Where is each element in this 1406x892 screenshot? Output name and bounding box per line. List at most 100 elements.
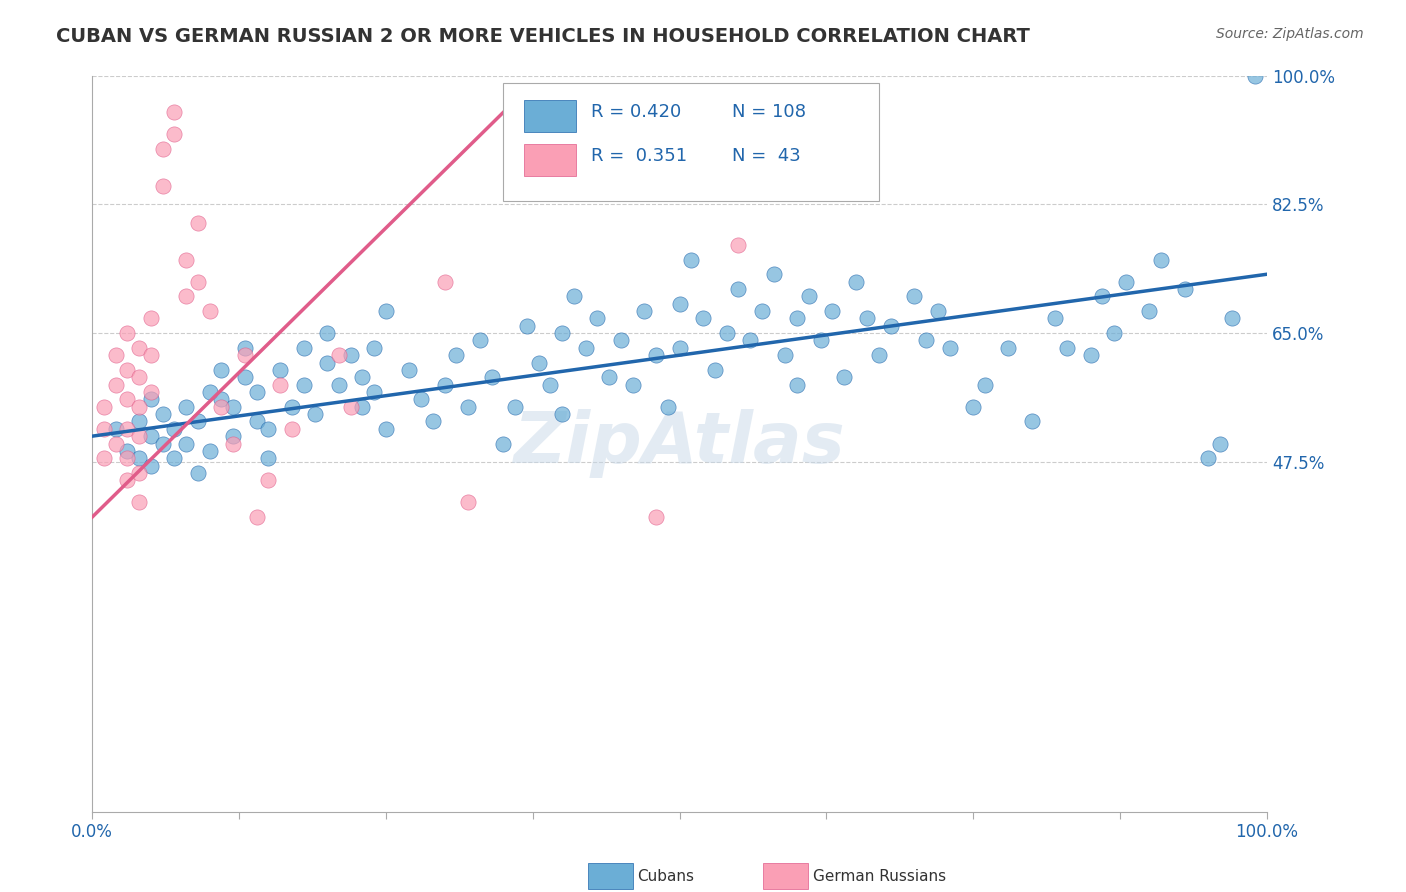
Point xyxy=(446,348,468,362)
Point xyxy=(292,341,315,355)
Text: German Russians: German Russians xyxy=(813,869,946,884)
Point xyxy=(174,289,197,303)
Point xyxy=(233,348,256,362)
Point xyxy=(574,341,596,355)
Point xyxy=(1080,348,1102,362)
Point xyxy=(1091,289,1114,303)
Point xyxy=(503,400,526,414)
Point xyxy=(668,341,690,355)
Point xyxy=(1115,275,1137,289)
Point xyxy=(868,348,890,362)
Point xyxy=(269,363,291,377)
Point xyxy=(1197,451,1219,466)
Point xyxy=(257,422,280,436)
FancyBboxPatch shape xyxy=(503,83,879,201)
Point xyxy=(903,289,925,303)
Point xyxy=(1244,69,1267,83)
Point xyxy=(222,400,245,414)
Point xyxy=(139,384,162,399)
Point xyxy=(104,436,127,450)
Point xyxy=(810,334,832,348)
Point xyxy=(1102,326,1125,340)
Point xyxy=(128,400,150,414)
Point xyxy=(598,370,620,384)
Point xyxy=(328,348,350,362)
Point xyxy=(292,377,315,392)
Point xyxy=(633,304,655,318)
Point xyxy=(222,429,245,443)
Point xyxy=(880,318,903,333)
Point xyxy=(139,311,162,326)
Point xyxy=(610,334,633,348)
Point xyxy=(328,377,350,392)
Point xyxy=(821,304,844,318)
Point xyxy=(1174,282,1197,296)
Point xyxy=(246,510,269,524)
Point xyxy=(128,370,150,384)
Point xyxy=(738,334,761,348)
Point xyxy=(128,414,150,428)
Point xyxy=(1139,304,1161,318)
Point xyxy=(128,451,150,466)
Point xyxy=(163,105,186,120)
Point xyxy=(1209,436,1232,450)
Point xyxy=(352,400,374,414)
Point xyxy=(104,377,127,392)
Point xyxy=(152,142,174,156)
Text: Cubans: Cubans xyxy=(637,869,695,884)
Point xyxy=(845,275,868,289)
Point xyxy=(281,400,304,414)
Point xyxy=(198,384,221,399)
Point xyxy=(621,377,644,392)
Point xyxy=(727,237,749,252)
Point xyxy=(551,326,574,340)
Point xyxy=(198,304,221,318)
Point xyxy=(927,304,949,318)
Point xyxy=(422,414,444,428)
Point xyxy=(775,348,797,362)
Point xyxy=(586,311,609,326)
Point xyxy=(128,495,150,509)
Text: CUBAN VS GERMAN RUSSIAN 2 OR MORE VEHICLES IN HOUSEHOLD CORRELATION CHART: CUBAN VS GERMAN RUSSIAN 2 OR MORE VEHICL… xyxy=(56,27,1031,45)
Point xyxy=(246,414,269,428)
Point xyxy=(209,392,232,407)
Point xyxy=(233,341,256,355)
Point xyxy=(703,363,725,377)
Point xyxy=(316,355,339,369)
Point xyxy=(468,334,491,348)
Point xyxy=(209,400,232,414)
Point xyxy=(915,334,938,348)
Point xyxy=(562,289,585,303)
Point xyxy=(856,311,879,326)
Point xyxy=(139,392,162,407)
Point xyxy=(117,422,139,436)
Point xyxy=(938,341,960,355)
Point xyxy=(198,443,221,458)
Point xyxy=(128,429,150,443)
Point xyxy=(174,252,197,267)
Point xyxy=(163,128,186,142)
Point xyxy=(93,400,115,414)
Point xyxy=(832,370,855,384)
Point xyxy=(152,178,174,193)
Point xyxy=(1021,414,1043,428)
Point xyxy=(139,348,162,362)
Point xyxy=(657,400,679,414)
Point xyxy=(246,384,269,399)
Point xyxy=(117,363,139,377)
Point xyxy=(398,363,420,377)
Text: Source: ZipAtlas.com: Source: ZipAtlas.com xyxy=(1216,27,1364,41)
Point xyxy=(411,392,433,407)
Point xyxy=(538,377,561,392)
Point xyxy=(163,451,186,466)
Point xyxy=(352,370,374,384)
Point xyxy=(187,275,209,289)
Point xyxy=(374,304,396,318)
Point xyxy=(187,414,209,428)
Point xyxy=(962,400,984,414)
Point xyxy=(233,370,256,384)
Point xyxy=(974,377,997,392)
Point xyxy=(1150,252,1173,267)
Text: ZipAtlas: ZipAtlas xyxy=(513,409,845,478)
Point xyxy=(363,341,385,355)
